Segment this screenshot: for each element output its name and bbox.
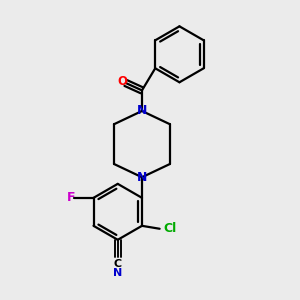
Text: C: C: [114, 259, 122, 269]
Text: N: N: [137, 171, 147, 184]
Text: N: N: [137, 104, 147, 118]
Text: Cl: Cl: [163, 222, 176, 235]
Text: F: F: [67, 191, 75, 204]
Text: O: O: [117, 75, 127, 88]
Text: N: N: [113, 268, 122, 278]
